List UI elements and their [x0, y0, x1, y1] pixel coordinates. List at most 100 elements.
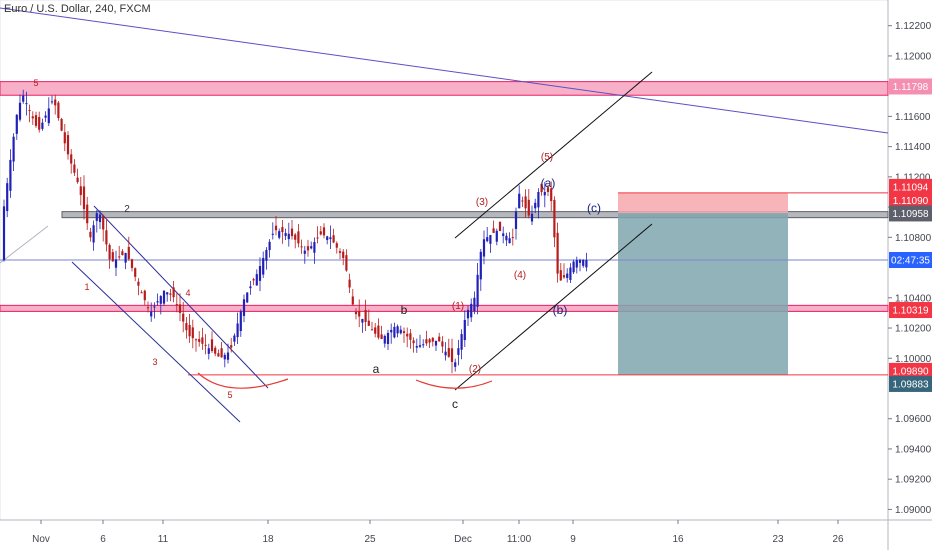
price-label-box: [889, 375, 932, 392]
candle-body: [530, 213, 534, 222]
candle-body: [230, 345, 233, 348]
candle-body: [76, 177, 79, 183]
price-label-text: 1.11798: [893, 82, 929, 93]
symbol-title: Euro / U.S. Dollar, 240, FXCM: [4, 3, 151, 15]
candle-body: [255, 274, 258, 286]
candle-body: [367, 320, 370, 326]
candle-body: [185, 323, 188, 331]
candle-body: [25, 103, 28, 105]
fib-line: [0, 225, 49, 264]
candle-body: [431, 337, 434, 342]
candle-body: [210, 339, 214, 351]
candle-body: [239, 311, 242, 332]
wave-label: (c): [587, 201, 601, 215]
candle-body: [470, 303, 473, 318]
candle-body: [383, 335, 386, 344]
candle-body: [150, 311, 153, 317]
candle-body: [559, 270, 562, 281]
candle-body: [377, 325, 380, 338]
candle-body: [130, 259, 134, 268]
candle-body: [290, 228, 294, 237]
x-tick-label: 16: [672, 534, 684, 545]
y-tick-label: 1.11400: [895, 142, 931, 153]
candle-body: [140, 292, 143, 294]
candle-body: [252, 279, 255, 281]
candle-body: [466, 309, 470, 319]
candle-body: [399, 329, 402, 334]
candle-body: [582, 260, 585, 266]
price-axis[interactable]: 1.122001.120001.116001.114001.112001.110…: [888, 21, 932, 516]
candle-body: [402, 331, 406, 334]
stop-loss-area: [618, 192, 788, 214]
candle-body: [134, 268, 137, 277]
candle-body: [34, 115, 38, 126]
candle-body: [297, 231, 300, 244]
candle-body: [370, 329, 374, 331]
candle-body: [102, 215, 105, 230]
candle-body: [57, 102, 60, 119]
candle-body: [258, 266, 262, 281]
price-label-text: 1.11094: [893, 182, 929, 193]
wave-label: c: [452, 397, 458, 411]
candle-body: [31, 116, 34, 119]
candle-body: [479, 251, 482, 280]
y-tick-label: 1.10200: [895, 324, 932, 335]
x-tick-label: Dec: [454, 534, 472, 545]
candle-body: [172, 287, 175, 298]
candle-body: [300, 246, 303, 248]
candle-body: [306, 246, 310, 251]
candle-body: [66, 135, 70, 155]
y-tick-label: 1.10800: [895, 233, 932, 244]
candle-body: [473, 297, 476, 312]
x-tick-label: Nov: [32, 534, 50, 545]
bottom-arc-1: [197, 372, 289, 389]
candle-body: [364, 309, 367, 322]
wave-label: 5: [33, 78, 38, 88]
candle-body: [354, 311, 358, 315]
candle-body: [502, 233, 505, 236]
candle-body: [508, 238, 511, 244]
candle-body: [348, 279, 351, 288]
candle-body: [406, 333, 409, 337]
candle-body: [287, 233, 290, 240]
x-tick-label: 9: [570, 534, 576, 545]
candle-body: [457, 348, 460, 355]
candle-body: [460, 334, 463, 350]
x-tick-label: 23: [772, 534, 784, 545]
channel-up-lower: [454, 223, 653, 391]
candle-body: [249, 286, 252, 289]
candle-body: [374, 327, 377, 334]
zone-band: [0, 81, 889, 96]
candle-body: [521, 200, 524, 202]
candle-body: [511, 237, 514, 239]
price-label-text: 1.10319: [892, 306, 929, 317]
candle-body: [226, 352, 230, 360]
candle-body: [319, 231, 322, 235]
trade-position[interactable]: [618, 192, 788, 375]
candle-body: [540, 183, 543, 192]
candle-body: [236, 323, 239, 338]
time-axis[interactable]: Nov 6 11 18 25 Dec 11:00 9 16 23 26: [32, 520, 844, 545]
candle-body: [450, 348, 454, 362]
candle-body: [262, 257, 265, 275]
candle-body: [463, 319, 466, 341]
candle-body: [271, 233, 274, 235]
candle-body: [166, 292, 169, 295]
channel-down-upper: [93, 205, 269, 389]
candle-body: [415, 346, 418, 348]
candle-body: [38, 117, 41, 130]
candle-body: [22, 95, 25, 102]
candle-body: [108, 244, 111, 260]
wave-label: 5: [227, 390, 232, 400]
y-tick-label: 1.09600: [895, 414, 932, 425]
candle-body: [578, 260, 582, 263]
y-tick-label: 1.11200: [895, 172, 931, 183]
candle-body: [47, 108, 50, 124]
price-label-text: 1.11090: [893, 196, 929, 207]
candle-body: [159, 296, 162, 304]
y-tick-label: 1.10000: [895, 354, 932, 365]
candle-body: [54, 99, 57, 106]
candle-body: [482, 239, 486, 257]
candle-body: [444, 351, 447, 356]
